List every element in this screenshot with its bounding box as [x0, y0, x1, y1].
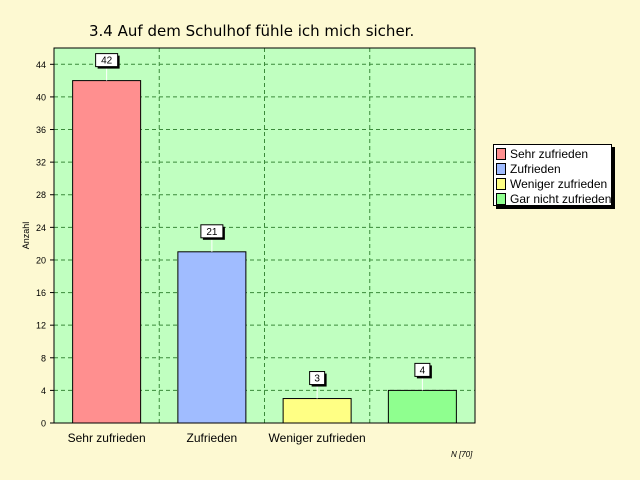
- x-tick-label: Sehr zufrieden: [68, 431, 146, 445]
- y-tick-label: 28: [36, 190, 46, 200]
- y-tick-label: 20: [36, 255, 46, 265]
- bar: [282, 398, 352, 424]
- chart-title: 3.4 Auf dem Schulhof fühle ich mich sich…: [89, 22, 415, 40]
- data-label: 3: [314, 374, 320, 385]
- legend-item-zufrieden: Zufrieden: [496, 161, 609, 176]
- data-label-box: [309, 371, 326, 386]
- y-tick-label: 40: [36, 92, 46, 102]
- data-label: 42: [101, 56, 113, 67]
- y-tick-label: 12: [36, 321, 46, 331]
- bar: [72, 80, 142, 424]
- legend-swatch: [496, 177, 506, 190]
- plot-frame: [53, 47, 476, 424]
- y-tick-label: 4: [41, 386, 46, 396]
- legend-swatch: [496, 192, 506, 205]
- legend-item-gar-nicht-zufrieden: Gar nicht zufrieden: [496, 191, 612, 206]
- y-tick-label: 36: [36, 125, 46, 135]
- y-tick-label: 16: [36, 288, 46, 298]
- x-tick-label: Zufrieden: [187, 431, 238, 445]
- legend-item-weniger-zufrieden: Weniger zufrieden: [496, 176, 609, 191]
- y-tick-label: 24: [36, 223, 46, 233]
- legend-item-sehr-zufrieden: Sehr zufrieden: [496, 146, 609, 161]
- x-tick-label: Weniger zufrieden: [269, 431, 366, 445]
- legend-swatch: [496, 147, 506, 160]
- y-tick-label: 44: [36, 60, 46, 70]
- legend-label: Sehr zufrieden: [510, 146, 589, 161]
- data-label: 21: [206, 227, 218, 238]
- legend-swatch: [496, 162, 506, 175]
- bar: [177, 251, 247, 424]
- legend-label: Weniger zufrieden: [510, 176, 608, 191]
- legend-label: Gar nicht zufrieden: [510, 191, 612, 206]
- y-tick-label: 32: [36, 158, 46, 168]
- legend-label: Zufrieden: [510, 161, 561, 176]
- sample-size-note: N [70]: [451, 450, 473, 459]
- legend: Sehr zufrieden Zufrieden Weniger zufried…: [493, 144, 612, 206]
- data-label-box: [95, 53, 119, 68]
- data-label: 4: [420, 365, 426, 376]
- data-label-box: [200, 224, 224, 239]
- bar: [387, 389, 457, 424]
- y-tick-label: 8: [41, 353, 46, 363]
- y-tick-label: 0: [41, 419, 46, 429]
- data-label-box: [414, 362, 431, 377]
- y-axis-label: Anzahl: [21, 222, 31, 250]
